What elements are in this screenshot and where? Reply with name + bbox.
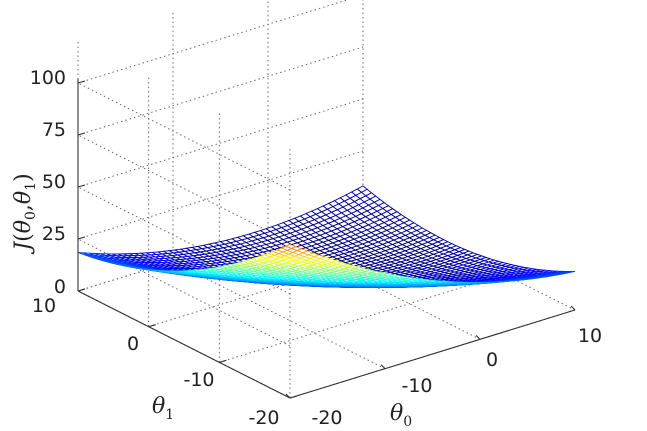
z-tick-label-25: 25 [42,223,66,245]
theta1-tick-mark [219,359,227,363]
side-wall-horizontal-grid-line [77,82,291,191]
theta1-tick-mark [148,324,156,328]
x-tick-label-minus20: -20 [311,407,342,429]
theta0-tick-mark [285,393,291,399]
axes [77,78,576,399]
z-axis-label: J(θ0,θ1) [11,173,39,254]
y-axis-label: θ1 [152,394,174,423]
back-wall-horizontal-grid-line [77,0,349,84]
z-tick-label-0: 0 [54,276,66,298]
theta0-axis-line [289,309,576,399]
z-axis-label-sub1: 0 [23,211,39,220]
floor-grid-line-theta1 [219,273,505,363]
x-tick-label-0: 0 [486,349,498,371]
z-axis-label-arg1: θ [11,220,36,233]
surface-cell [284,243,297,249]
z-axis-label-main: J [11,241,36,255]
y-tick-label-minus10: -10 [183,369,214,391]
z-tick-mark [77,80,86,84]
grid-lines [77,0,576,399]
x-axis-label-main: θ [390,401,403,426]
z-axis-label-arg2: θ [11,191,36,204]
x-axis-label: θ0 [390,401,412,430]
theta0-tick-mark [380,364,386,370]
z-axis-label-sub2: 1 [23,182,39,191]
z-tick-mark [77,184,86,188]
z-tick-mark [77,236,86,240]
x-tick-label-10: 10 [578,325,602,347]
y-tick-label-10: 10 [32,295,56,317]
back-wall-horizontal-grid-line [77,46,364,136]
z-tick-label-75: 75 [42,119,66,141]
x-tick-label-minus10: -10 [401,375,432,397]
y-axis-label-sub: 1 [165,407,174,423]
z-tick-mark [77,132,86,136]
theta1-tick-mark [289,395,298,399]
theta0-tick-mark [475,334,481,340]
theta0-tick-mark [570,305,576,311]
x-axis-label-sub: 0 [403,414,412,430]
surface-mesh [77,185,576,289]
z-tick-label-100: 100 [30,67,66,89]
back-wall-horizontal-grid-line [77,150,364,240]
theta1-tick-mark [77,288,86,292]
back-wall-horizontal-grid-line [77,98,364,188]
y-tick-label-minus20: -20 [248,407,279,429]
theta1-axis-line [77,290,291,399]
z-tick-label-50: 50 [42,171,66,193]
y-tick-label-0: 0 [127,333,139,355]
side-wall-horizontal-grid-line [77,134,291,243]
y-axis-label-main: θ [152,394,165,419]
